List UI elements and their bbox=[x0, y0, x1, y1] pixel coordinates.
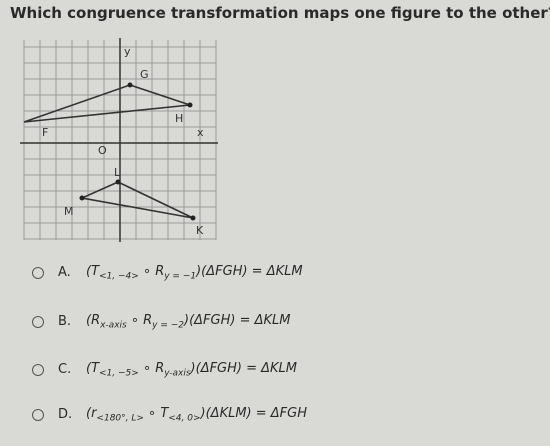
expr-subscript: <180°, L> bbox=[96, 413, 144, 424]
expr-text: (r bbox=[86, 406, 97, 421]
expr-subscript: y = −2 bbox=[152, 320, 185, 331]
expr-subscript: <1, −4> bbox=[99, 271, 139, 282]
option-expression: (T<1, −4> ∘ Ry = −1)(ΔFGH) = ΔKLM bbox=[86, 264, 303, 282]
expr-text: (T bbox=[86, 264, 100, 279]
option-expression: (T<1, −5> ∘ Ry-axis)(ΔFGH) = ΔKLM bbox=[86, 361, 297, 379]
expr-text: ∘ T bbox=[143, 406, 169, 421]
point-label: G bbox=[140, 68, 149, 81]
point-label: H bbox=[175, 112, 183, 125]
radio-button[interactable] bbox=[32, 266, 44, 279]
question: Which congruence transformation maps one… bbox=[10, 4, 550, 22]
origin-label: O bbox=[98, 144, 107, 157]
radio-button[interactable] bbox=[32, 315, 44, 328]
vertices bbox=[79, 82, 196, 221]
point-label: M bbox=[64, 205, 74, 218]
triangles bbox=[23, 84, 194, 219]
expr-text: )(ΔKLM) = ΔFGH bbox=[200, 406, 308, 421]
expr-subscript: <4, 0> bbox=[168, 413, 201, 424]
graph: y x O F G H L M K bbox=[20, 38, 218, 242]
expr-subscript: <1, −5> bbox=[99, 368, 139, 379]
option-expression: (Rx-axis ∘ Ry = −2)(ΔFGH) = ΔKLM bbox=[86, 313, 291, 331]
axes bbox=[20, 38, 218, 242]
option-letter: B. bbox=[58, 314, 72, 330]
option[interactable]: A. (T<1, −4> ∘ Ry = −1)(ΔFGH) = ΔKLM bbox=[32, 264, 303, 282]
option-letter: C. bbox=[58, 362, 72, 378]
axis-label: x bbox=[197, 126, 204, 139]
expr-text: )(ΔFGH) = ΔKLM bbox=[190, 361, 298, 376]
option[interactable]: D. (r<180°, L> ∘ T<4, 0>)(ΔKLM) = ΔFGH bbox=[32, 406, 307, 424]
point-label: F bbox=[42, 126, 48, 139]
option[interactable]: B. (Rx-axis ∘ Ry = −2)(ΔFGH) = ΔKLM bbox=[32, 313, 291, 331]
expr-subscript: y-axis bbox=[164, 368, 191, 379]
expr-subscript: x-axis bbox=[100, 320, 127, 331]
option-letter: A. bbox=[58, 265, 71, 281]
expr-text: ∘ R bbox=[126, 313, 153, 328]
expr-text: (T bbox=[86, 361, 100, 376]
radio-button[interactable] bbox=[32, 408, 44, 421]
radio-button[interactable] bbox=[32, 363, 44, 376]
expr-text: )(ΔFGH) = ΔKLM bbox=[196, 264, 303, 279]
expr-text: ∘ R bbox=[138, 264, 165, 279]
point-label: L bbox=[114, 166, 121, 179]
option[interactable]: C. (T<1, −5> ∘ Ry-axis)(ΔFGH) = ΔKLM bbox=[32, 361, 297, 379]
point-label: K bbox=[196, 224, 204, 237]
expr-text: )(ΔFGH) = ΔKLM bbox=[184, 313, 291, 328]
option-letter: D. bbox=[58, 407, 73, 423]
expr-text: (R bbox=[86, 313, 101, 328]
expr-subscript: y = −1 bbox=[164, 271, 197, 282]
expr-text: ∘ R bbox=[138, 361, 165, 376]
axis-label: y bbox=[124, 45, 131, 58]
option-expression: (r<180°, L> ∘ T<4, 0>)(ΔKLM) = ΔFGH bbox=[86, 406, 307, 424]
